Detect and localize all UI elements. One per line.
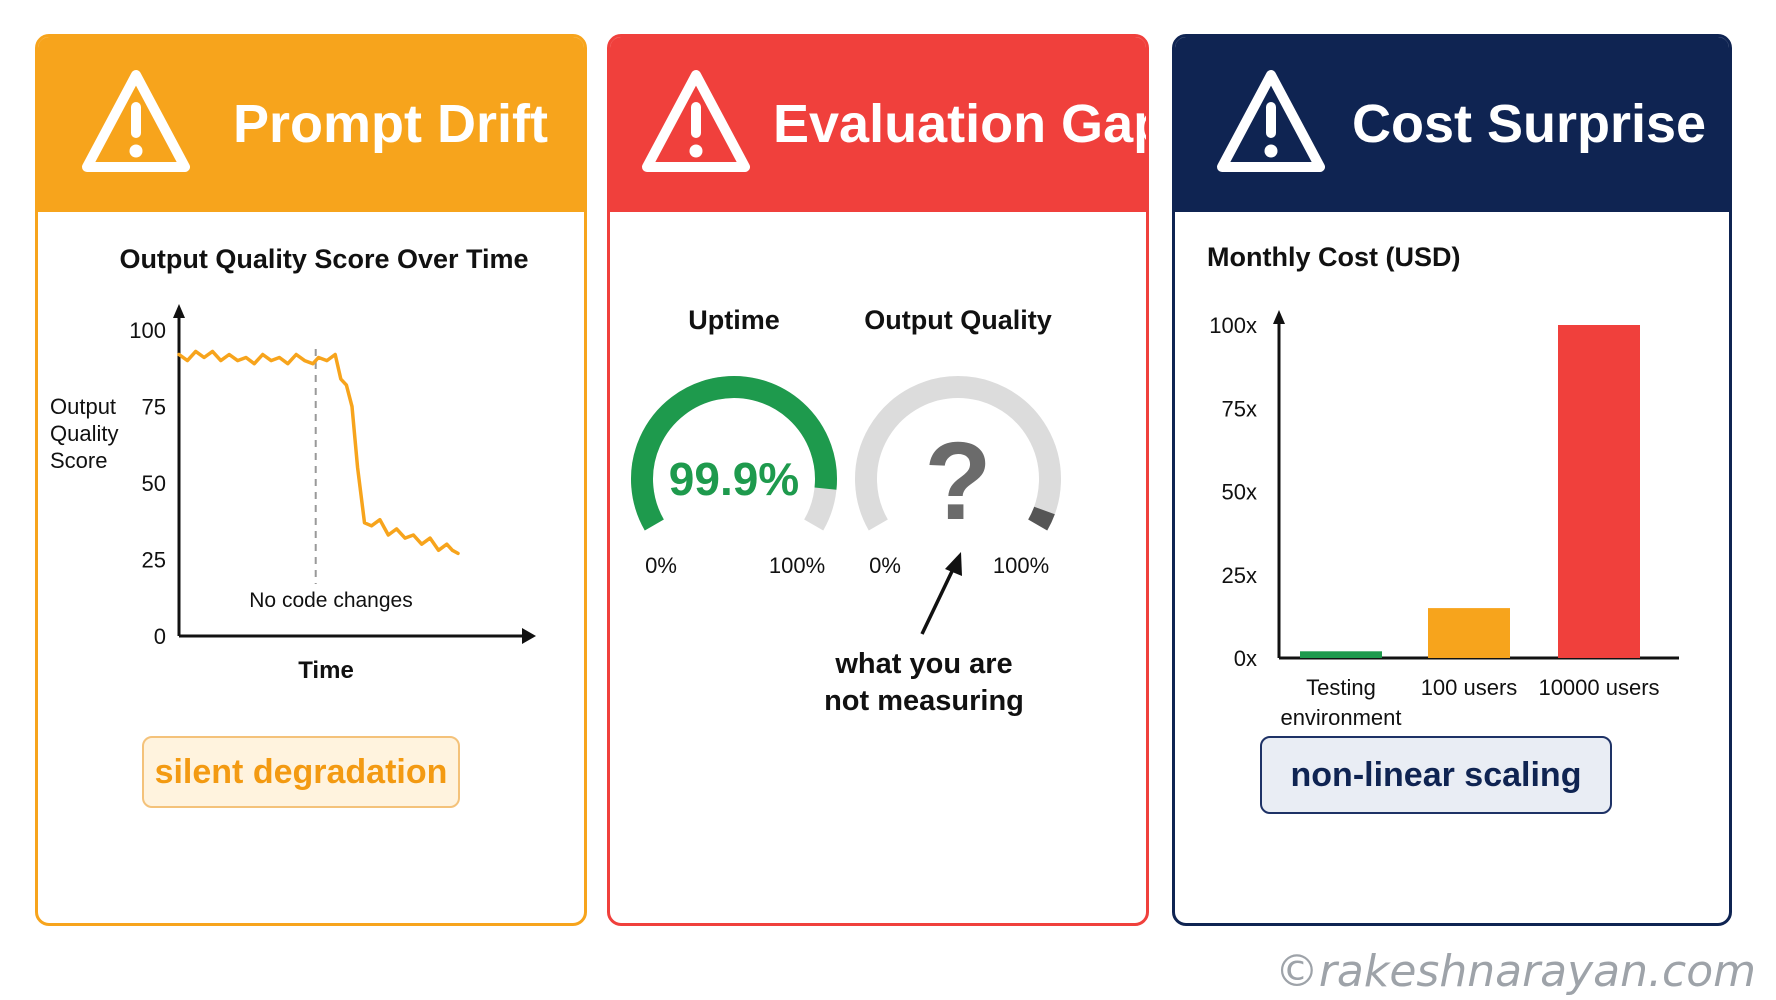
gauge-end-marker	[1028, 506, 1055, 531]
quality-line-chart: Output Quality Score Over Time Output Qual…	[50, 244, 536, 684]
gauge-max-label: 100%	[993, 553, 1049, 578]
y-tick-label: 25	[142, 548, 166, 573]
warning-triangle-icon	[82, 70, 190, 172]
x-axis-label: Time	[298, 657, 354, 684]
silent-degradation-tag: silent degradation	[142, 736, 460, 808]
cost-surprise-header: Cost Surprise	[1175, 37, 1729, 212]
y-axis-arrow	[173, 304, 185, 318]
warning-triangle-icon	[642, 70, 750, 172]
prompt-drift-body: Output Quality Score Over Time Output Qual…	[38, 212, 584, 923]
y-tick-label: 25x	[1222, 563, 1257, 588]
question-mark-icon: ?	[924, 420, 991, 543]
x-category-label: environment	[1280, 705, 1401, 730]
annotation-arrow-line	[920, 564, 957, 635]
card-title: Prompt Drift	[233, 94, 548, 154]
y-tick-label: 0x	[1234, 646, 1257, 671]
y-axis-arrow	[1273, 310, 1285, 324]
annotation-text: what you are	[834, 648, 1012, 680]
warning-triangle-icon	[1217, 70, 1325, 172]
non-linear-scaling-tag: non-linear scaling	[1260, 736, 1612, 814]
gauge-min-label: 0%	[869, 553, 901, 578]
annotation-arrow-head	[945, 552, 962, 576]
gauge-min-label: 0%	[645, 553, 677, 578]
prompt-drift-card: Prompt Drift Output Quality Score Over T…	[35, 34, 587, 926]
bar	[1558, 325, 1640, 658]
chart-title: Output Quality Score Over Time	[119, 244, 528, 274]
gauge-value-arc	[631, 376, 837, 531]
y-tick-label: 100	[129, 318, 166, 343]
gauge-max-label: 100%	[769, 553, 825, 578]
y-tick-label: 50x	[1222, 480, 1257, 505]
y-tick-label: 75x	[1222, 396, 1257, 421]
cost-surprise-card: Cost Surprise Monthly Cost (USD) 0x 25x 50x…	[1172, 34, 1732, 926]
x-category-label: 100 users	[1421, 675, 1518, 700]
watermark: ©rakeshnarayan.com	[1274, 946, 1756, 997]
gauge-track	[855, 376, 1061, 531]
evaluation-gaps-body: Uptime 99.9% 0% 100% Output Quality? 0% 100% wh…	[610, 212, 1146, 923]
x-category-label: Testing	[1306, 675, 1376, 700]
chart-title: Monthly Cost (USD)	[1207, 242, 1460, 272]
gauge-panel: Uptime 99.9% 0% 100% Output Quality? 0% 100% wh…	[631, 305, 1061, 717]
gauge-value-text: 99.9%	[669, 453, 799, 505]
bar	[1300, 651, 1382, 658]
card-title: Cost Surprise	[1352, 94, 1707, 154]
y-tick-label: 100x	[1209, 313, 1257, 338]
y-axis-label: Output Quality Score	[50, 394, 118, 473]
gauge-label: Uptime	[688, 305, 780, 335]
x-axis-arrow	[522, 628, 536, 644]
card-title: Evaluation Gaps	[773, 94, 1146, 154]
gauge-label: Output Quality	[864, 305, 1051, 335]
quality-series-line	[177, 349, 460, 556]
evaluation-gaps-card: Evaluation Gaps Uptime 99.9% 0% 100% Output …	[607, 34, 1149, 926]
prompt-drift-header: Prompt Drift	[38, 37, 584, 212]
bar	[1428, 608, 1510, 658]
y-tick-label: 75	[142, 395, 166, 420]
cost-surprise-body: Monthly Cost (USD) 0x 25x 50x 75x 100x Testing…	[1175, 212, 1729, 923]
annotation-text: not measuring	[824, 685, 1024, 717]
evaluation-gaps-header: Evaluation Gaps	[610, 37, 1146, 212]
annotation-label: No code changes	[249, 589, 412, 612]
y-tick-label: 0	[154, 624, 166, 649]
y-tick-label: 50	[142, 471, 166, 496]
cost-bar-chart: Monthly Cost (USD) 0x 25x 50x 75x 100x Testing…	[1207, 242, 1679, 730]
x-category-label: 10000 users	[1538, 675, 1659, 700]
